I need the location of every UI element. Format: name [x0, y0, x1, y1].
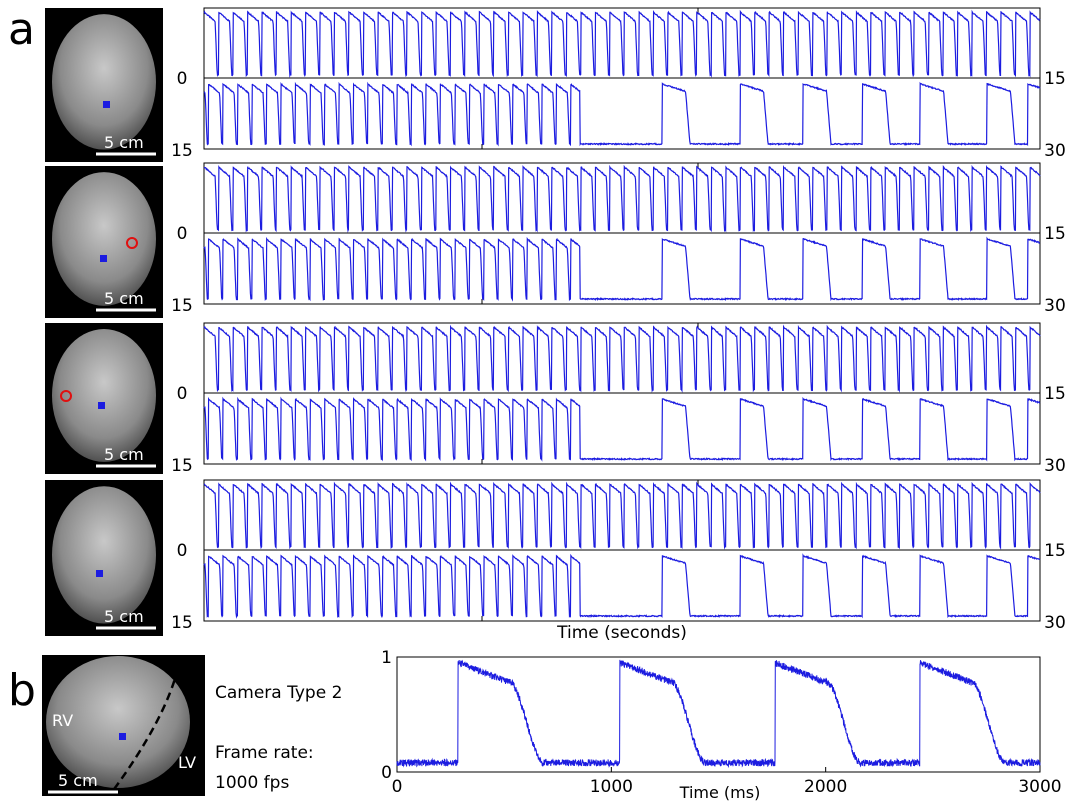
site-marker — [100, 255, 107, 262]
region-label: LV — [178, 753, 196, 772]
plot-frame — [203, 392, 1041, 465]
y-tick-label: 0 — [381, 763, 392, 783]
trace — [203, 164, 1041, 233]
trace — [203, 9, 1041, 78]
heart — [52, 14, 156, 150]
x-tick-label: 15 — [1044, 224, 1066, 244]
stim-site — [60, 390, 72, 402]
trace — [203, 324, 1041, 393]
site-marker — [96, 570, 103, 577]
septum-line — [110, 667, 180, 793]
plot-frame — [203, 549, 1041, 622]
scale-bar-label: 5 cm — [104, 445, 144, 464]
plot-frame — [396, 656, 1041, 773]
x-tick-label: 3000 — [1018, 777, 1061, 797]
y-tick-label: 1 — [381, 648, 392, 668]
heart — [52, 486, 156, 624]
scale-bar-label: 5 cm — [58, 771, 98, 790]
heart — [52, 329, 156, 462]
camera-label: Camera Type 2 — [215, 683, 342, 703]
stim-site — [126, 237, 138, 249]
site-marker — [98, 402, 105, 409]
scale-bar-label: 5 cm — [104, 607, 144, 626]
frame-rate: 1000 fps — [215, 773, 289, 793]
plot-frame — [203, 232, 1041, 305]
frame-rate-label: Frame rate: — [215, 743, 314, 763]
heart — [52, 172, 156, 306]
trace — [203, 396, 1041, 462]
x-tick-label: 15 — [171, 456, 193, 476]
x-tick-label: 30 — [1044, 456, 1066, 476]
scale-bar-label: 5 cm — [104, 133, 144, 152]
trace — [203, 81, 1041, 147]
scale-bar-label: 5 cm — [104, 289, 144, 308]
trace — [203, 481, 1041, 550]
x-tick-label: 15 — [171, 141, 193, 161]
x-tick-label: 2000 — [804, 777, 847, 797]
panel-a: 5 cm 0 15 15 30 5 cm 0 15 15 30 5 cm 0 15 15 30 5 cm 0 15… — [45, 7, 1066, 643]
x-tick-label: 0 — [177, 69, 188, 89]
panel-label: a — [8, 4, 35, 55]
trace — [203, 553, 1041, 619]
x-tick-label: 15 — [171, 296, 193, 316]
site-marker — [103, 101, 110, 108]
plot-frame — [203, 77, 1041, 150]
x-tick-label: 1000 — [590, 777, 633, 797]
x-axis-label: Time (ms) — [679, 783, 761, 802]
x-tick-label: 0 — [177, 384, 188, 404]
x-tick-label: 15 — [171, 613, 193, 633]
panel-label: b — [8, 665, 36, 716]
x-tick-label: 30 — [1044, 296, 1066, 316]
panel-b: RV LV 5 cm Camera Type 2 Frame rate: 100… — [42, 648, 1062, 802]
x-tick-label: 0 — [392, 777, 403, 797]
x-tick-label: 0 — [177, 541, 188, 561]
x-tick-label: 15 — [1044, 384, 1066, 404]
x-tick-label: 0 — [177, 224, 188, 244]
trace — [203, 236, 1041, 302]
x-axis-label: Time (seconds) — [556, 623, 687, 643]
site-marker — [119, 733, 126, 740]
x-tick-label: 30 — [1044, 613, 1066, 633]
heart — [46, 656, 190, 788]
region-label: RV — [52, 711, 73, 730]
x-tick-label: 15 — [1044, 69, 1066, 89]
x-tick-label: 30 — [1044, 141, 1066, 161]
trace — [396, 659, 1041, 769]
x-tick-label: 15 — [1044, 541, 1066, 561]
